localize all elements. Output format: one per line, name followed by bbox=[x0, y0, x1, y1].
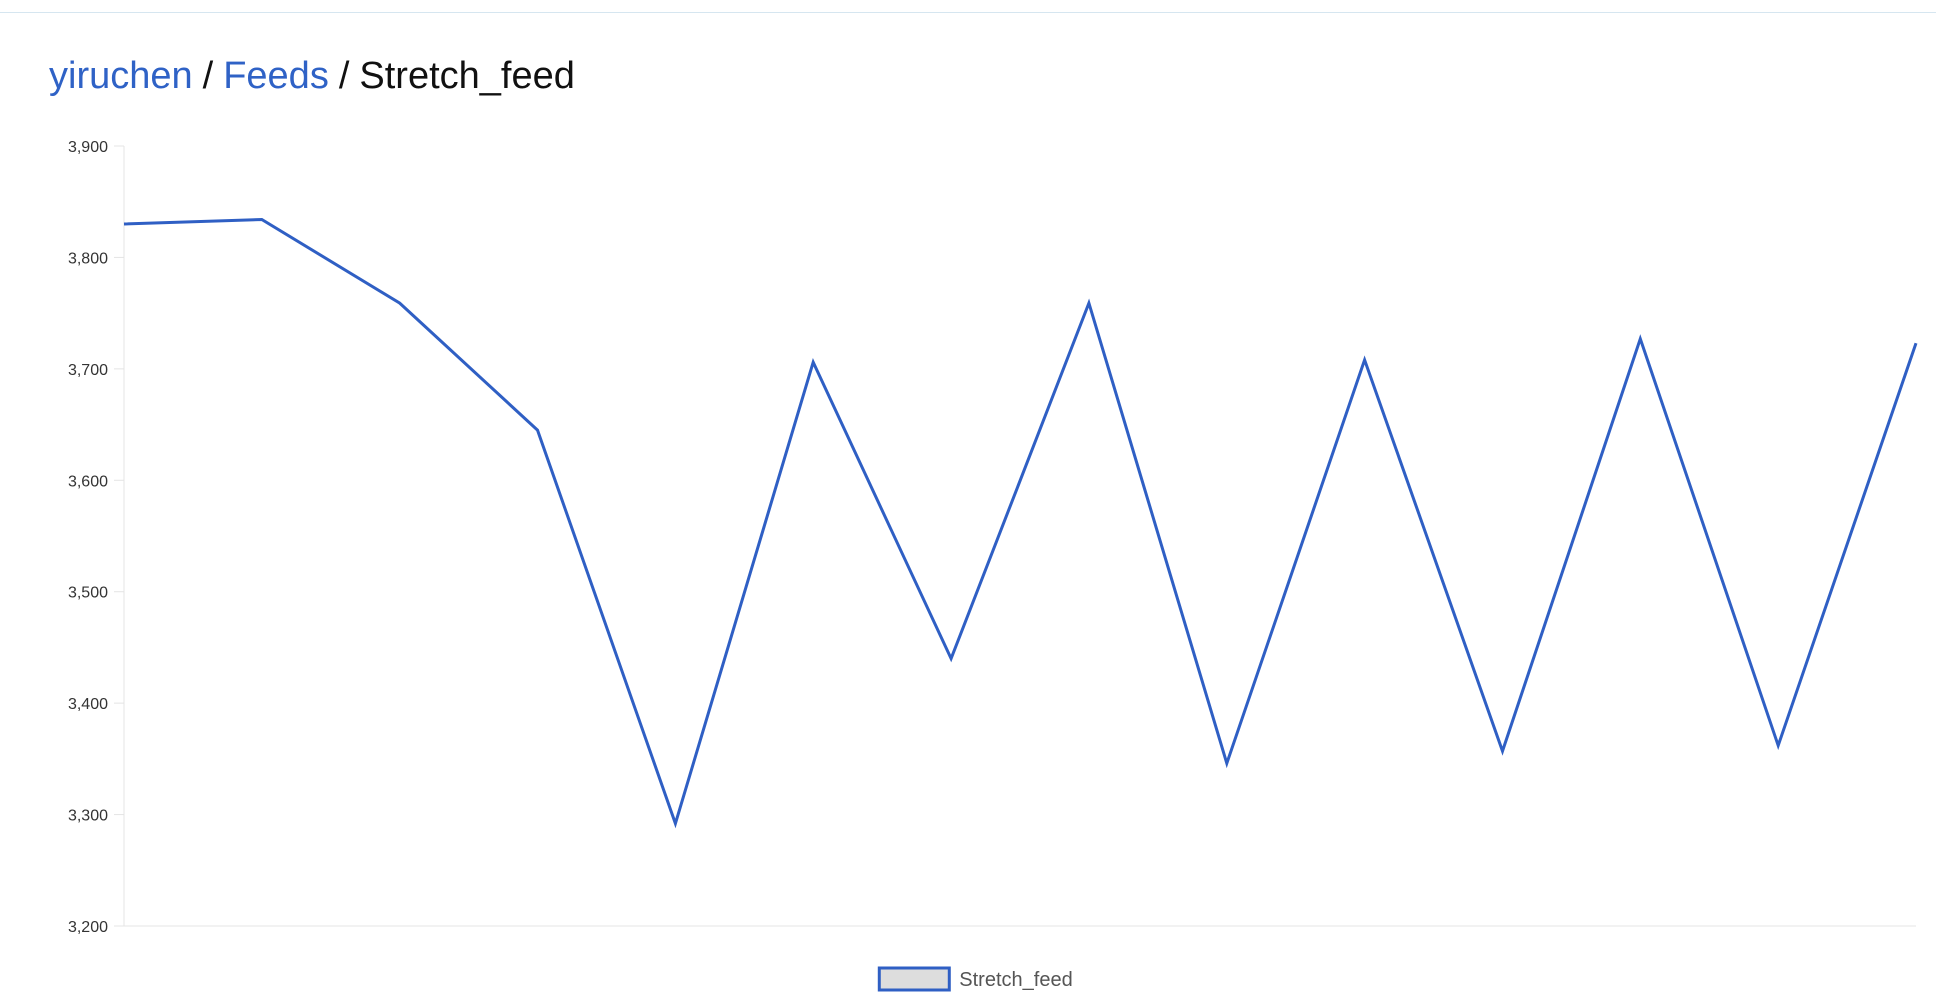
y-tick-label: 3,800 bbox=[68, 250, 108, 267]
chart-container: 3,200 3,300 3,400 3,500 3,600 3,700 3,800 3,900… bbox=[0, 120, 1936, 1006]
data-point[interactable] bbox=[1912, 339, 1920, 347]
data-point[interactable] bbox=[396, 299, 404, 307]
legend-label: Stretch_feed bbox=[959, 969, 1072, 991]
data-point[interactable] bbox=[1085, 299, 1093, 307]
breadcrumb-current: Stretch_feed bbox=[359, 55, 575, 97]
series-layer bbox=[120, 216, 1920, 829]
breadcrumb-feeds-link[interactable]: Feeds bbox=[223, 55, 329, 97]
line-chart: 3,200 3,300 3,400 3,500 3,600 3,700 3,800 3,900… bbox=[68, 139, 1920, 992]
legend[interactable]: Stretch_feed bbox=[877, 966, 1073, 992]
data-point[interactable] bbox=[1498, 747, 1506, 755]
breadcrumb-separator: / bbox=[338, 55, 350, 97]
data-point[interactable] bbox=[258, 216, 266, 224]
data-point[interactable] bbox=[120, 220, 128, 228]
series-line bbox=[123, 217, 1918, 829]
y-tick-label: 3,500 bbox=[68, 585, 108, 602]
breadcrumb: yiruchen / Feeds / Stretch_feed bbox=[49, 52, 575, 100]
y-tick-label: 3,600 bbox=[68, 473, 108, 490]
top-divider bbox=[0, 12, 1936, 13]
y-tick-label: 3,300 bbox=[68, 808, 108, 825]
breadcrumb-user-link[interactable]: yiruchen bbox=[49, 55, 193, 97]
data-point[interactable] bbox=[947, 655, 955, 663]
data-point[interactable] bbox=[1774, 741, 1782, 749]
data-point[interactable] bbox=[671, 819, 679, 827]
data-point[interactable] bbox=[534, 426, 542, 434]
legend-swatch[interactable] bbox=[877, 966, 951, 992]
y-tick-label: 3,400 bbox=[68, 696, 108, 713]
y-tick-label: 3,900 bbox=[68, 139, 108, 156]
y-axis: 3,200 3,300 3,400 3,500 3,600 3,700 3,800 3,900 bbox=[68, 139, 125, 936]
data-point[interactable] bbox=[1361, 356, 1369, 364]
y-tick-label: 3,700 bbox=[68, 362, 108, 379]
data-point[interactable] bbox=[1636, 335, 1644, 343]
breadcrumb-separator: / bbox=[202, 55, 214, 97]
data-point[interactable] bbox=[1223, 759, 1231, 767]
y-tick-label: 3,200 bbox=[68, 919, 108, 936]
data-point[interactable] bbox=[809, 358, 817, 366]
